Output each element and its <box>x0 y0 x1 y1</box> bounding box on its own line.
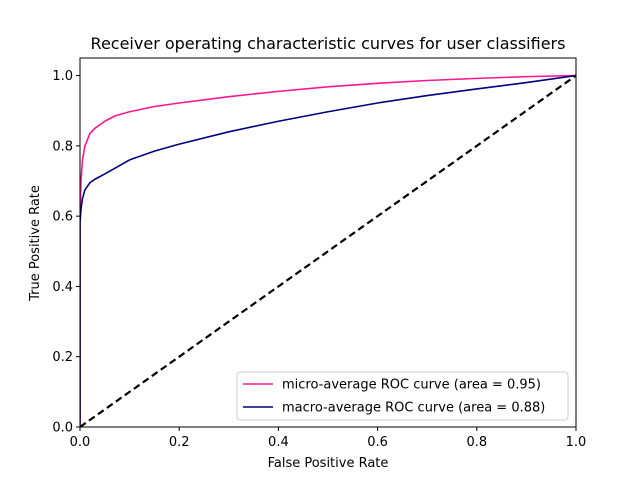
x-tick-label: 0.2 <box>169 435 190 450</box>
y-tick-label: 0.2 <box>52 350 73 365</box>
x-tick-label: 0.6 <box>367 435 388 450</box>
y-tick-label: 1.0 <box>52 69 73 84</box>
x-tick-label: 1.0 <box>566 435 587 450</box>
axes: 0.0 0.2 0.4 0.6 0.8 1.0 0.0 0.2 0.4 0.6 0.8 1.0 <box>52 57 587 450</box>
series-line-0 <box>80 74 576 427</box>
plot-area <box>80 74 576 427</box>
y-tick-label: 0.6 <box>52 210 73 225</box>
chance-diagonal-line <box>80 74 576 427</box>
x-tick-label: 0.0 <box>70 435 91 450</box>
legend-entry-label: macro-average ROC curve (area = 0.88) <box>282 401 545 416</box>
chart-title: Receiver operating characteristic curves… <box>91 34 566 53</box>
y-axis-label: True Positive Rate <box>28 185 43 302</box>
series-line-1 <box>80 74 576 427</box>
y-tick-label: 0.4 <box>52 280 73 295</box>
x-tick-label: 0.4 <box>268 435 289 450</box>
legend-box <box>236 371 569 421</box>
axes-frame <box>79 57 577 428</box>
y-tick-label: 0.8 <box>52 139 73 154</box>
series-group <box>80 74 576 427</box>
x-axis-label: False Positive Rate <box>268 456 389 471</box>
legend-entry-label: micro-average ROC curve (area = 0.95) <box>282 378 541 393</box>
y-tick-label: 0.0 <box>52 421 73 436</box>
legend: micro-average ROC curve (area = 0.95) mac… <box>236 371 569 421</box>
x-tick-label: 0.8 <box>466 435 487 450</box>
